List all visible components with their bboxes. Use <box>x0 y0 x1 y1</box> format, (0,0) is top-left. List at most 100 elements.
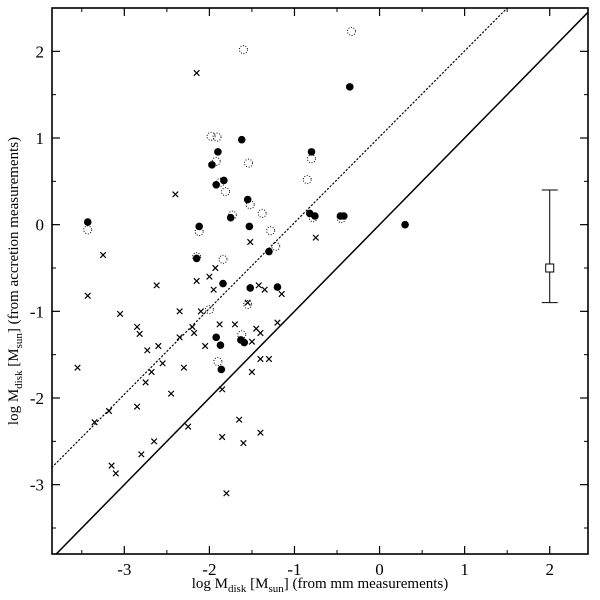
y-tick-label: 0 <box>36 216 45 235</box>
axis-title-text: [M <box>246 576 268 592</box>
y-tick-label: 2 <box>36 42 45 61</box>
filled-circle-point <box>217 365 226 374</box>
y-tick-label: -1 <box>30 302 44 321</box>
axis-ticks: -3 -2 -1 0 1 2 -3 -2 -1 0 1 2 <box>30 8 588 579</box>
axis-title-text: log M <box>6 389 22 425</box>
cross-point <box>218 386 226 393</box>
plot-frame <box>51 7 589 555</box>
cross-point <box>142 379 149 386</box>
cross-point <box>133 403 141 410</box>
cross-point <box>231 321 239 328</box>
filled-circle-point <box>208 161 216 169</box>
cross-point <box>184 423 192 430</box>
dotted-circle-point <box>206 131 216 141</box>
cross-point <box>197 308 205 315</box>
cross-point <box>74 364 81 371</box>
cross-point <box>235 416 243 423</box>
cross-point <box>257 355 264 363</box>
cross-point <box>148 368 155 376</box>
cross-point <box>91 419 98 426</box>
x-tick-label: 0 <box>375 560 384 579</box>
filled-circle-point <box>237 135 246 144</box>
cross-point <box>248 338 256 345</box>
dotted-circle-point <box>218 254 228 264</box>
cross-point <box>265 355 273 363</box>
filled-circle-point <box>401 220 409 229</box>
dotted-circle-point <box>257 208 267 218</box>
dotted-circle-point <box>243 299 253 309</box>
filled-circle-point <box>245 222 254 231</box>
cross-point <box>153 282 160 289</box>
filled-circle-point <box>220 176 228 185</box>
axis-title-subscript: sun <box>268 583 284 595</box>
x-tick-label: 2 <box>545 560 554 579</box>
filled-circle-point <box>265 247 273 256</box>
cross-point <box>155 342 162 350</box>
cross-point <box>138 451 145 458</box>
filled-circle-point <box>83 218 92 226</box>
dotted-circle-point <box>237 330 247 340</box>
cross-point <box>274 319 281 326</box>
error-bar-square <box>545 263 555 273</box>
plot-clip-group <box>52 8 588 554</box>
dotted-circle-point <box>266 226 276 236</box>
filled-circle-point <box>212 333 221 342</box>
cross-point <box>312 234 319 241</box>
dotted-circle-point <box>346 26 356 36</box>
dotted-circle-point <box>194 227 204 237</box>
cross-point <box>172 191 179 198</box>
dotted-circle-point <box>211 156 221 166</box>
cross-point <box>255 282 262 289</box>
cross-point <box>180 364 188 371</box>
filled-circle-point <box>345 83 354 91</box>
cross-point <box>136 330 143 338</box>
axis-title-text: ] (from accretion measurements) <box>6 137 22 333</box>
cross-point <box>216 321 223 328</box>
cross-point <box>105 407 113 415</box>
cross-point <box>159 360 166 367</box>
cross-point <box>108 462 115 469</box>
dotted-circle-point <box>336 214 346 224</box>
cross-point <box>144 347 151 354</box>
filled-circle-point <box>214 148 222 156</box>
dotted-circle-point <box>227 210 237 220</box>
axis-title-subscript: disk <box>13 370 25 389</box>
plot-content <box>52 8 588 554</box>
axis-title-subscript: sun <box>13 333 25 349</box>
cross-point <box>210 286 217 293</box>
cross-point <box>278 290 285 298</box>
dotted-circle-point <box>302 175 312 185</box>
cross-point <box>244 299 251 306</box>
cross-point <box>189 323 196 331</box>
one-to-one-line <box>55 11 588 554</box>
cross-point <box>218 433 226 441</box>
x-tick-label: 1 <box>460 560 469 579</box>
cross-point <box>99 251 107 259</box>
cross-point <box>206 273 213 280</box>
dotted-circle-point <box>213 357 223 367</box>
dotted-circle-point <box>221 187 231 197</box>
cross-point <box>247 238 254 246</box>
cross-point <box>150 438 158 445</box>
axis-title-subscript: disk <box>228 583 247 595</box>
dotted-circle-point <box>245 200 255 210</box>
cross-point <box>201 342 209 350</box>
cross-point <box>261 286 268 293</box>
cross-point <box>248 368 256 376</box>
cross-point <box>257 329 264 337</box>
y-tick-label: -3 <box>30 476 44 495</box>
filled-circle-point <box>219 279 227 288</box>
cross-point <box>112 470 120 477</box>
x-axis-title: log Mdisk [Msun] (from mm measurements) <box>192 576 449 595</box>
dotted-circle-point <box>308 213 318 223</box>
cross-point <box>133 323 141 331</box>
dotted-reference-line <box>52 8 508 468</box>
filled-circle-point <box>226 213 235 222</box>
dotted-circle-point <box>204 305 214 315</box>
cross-point <box>212 264 219 272</box>
filled-circle-point <box>216 341 225 349</box>
dotted-circle-point <box>238 45 248 55</box>
x-tick-label: -1 <box>287 560 301 579</box>
filled-circle-point <box>240 338 249 347</box>
